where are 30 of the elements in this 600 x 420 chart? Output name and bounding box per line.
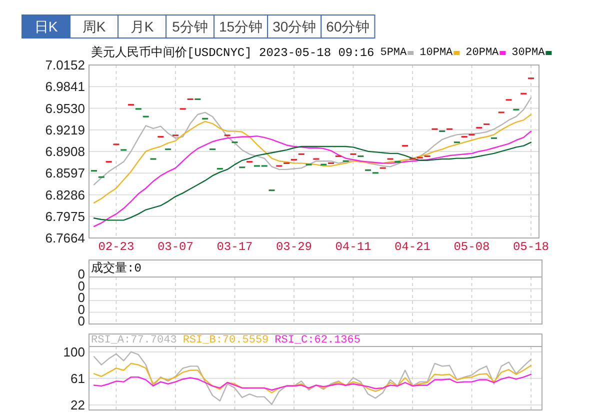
y-tick-label: 61 — [70, 370, 85, 386]
chart-title: 美元人民币中间价[USDCNYC] 2023-05-18 09:16 — [91, 45, 374, 60]
tabs: 日K 周K 月K 5分钟 15分钟 30分钟 60分钟 — [22, 14, 376, 38]
x-tick-label: 03-07 — [157, 240, 194, 254]
legend-label: 5PMA — [380, 47, 408, 59]
legend-label: 30PMA — [512, 47, 546, 59]
x-tick-label: 04-11 — [335, 240, 372, 254]
y-tick-label: 6.9530 — [45, 100, 85, 116]
y-tick-label: 6.9219 — [45, 122, 85, 138]
y-tick-label: 6.8908 — [45, 144, 85, 159]
x-tick-label: 03-17 — [216, 240, 253, 254]
text: RSI_C:62.1365 — [274, 334, 360, 346]
legend-label: 10PMA — [420, 47, 454, 59]
x-tick-label: 05-08 — [454, 240, 490, 254]
y-tick-label: 6.9841 — [45, 79, 85, 94]
series-label: RSI_A:77.7043 — [91, 334, 177, 346]
x-tick-label: 03-29 — [276, 240, 312, 254]
text: 成交量:0 — [91, 260, 142, 276]
x-tick-label: 05-18 — [512, 240, 550, 254]
y-tick-label: 100 — [63, 344, 85, 360]
y-tick-label: 22 — [70, 397, 85, 412]
legend-label: 20PMA — [466, 47, 500, 59]
x-tick-label: 04-21 — [394, 240, 430, 254]
y-tick-label: 6.7975 — [45, 208, 85, 224]
y-tick-label: 6.8286 — [45, 187, 85, 202]
text: RSI_B:70.5559 — [182, 334, 269, 346]
x-tick-label: 02-23 — [98, 240, 134, 254]
y-tick-label: 6.8597 — [45, 166, 85, 181]
y-tick-label: 6.7664 — [45, 230, 85, 246]
y-tick-label: 7.0152 — [45, 58, 85, 72]
